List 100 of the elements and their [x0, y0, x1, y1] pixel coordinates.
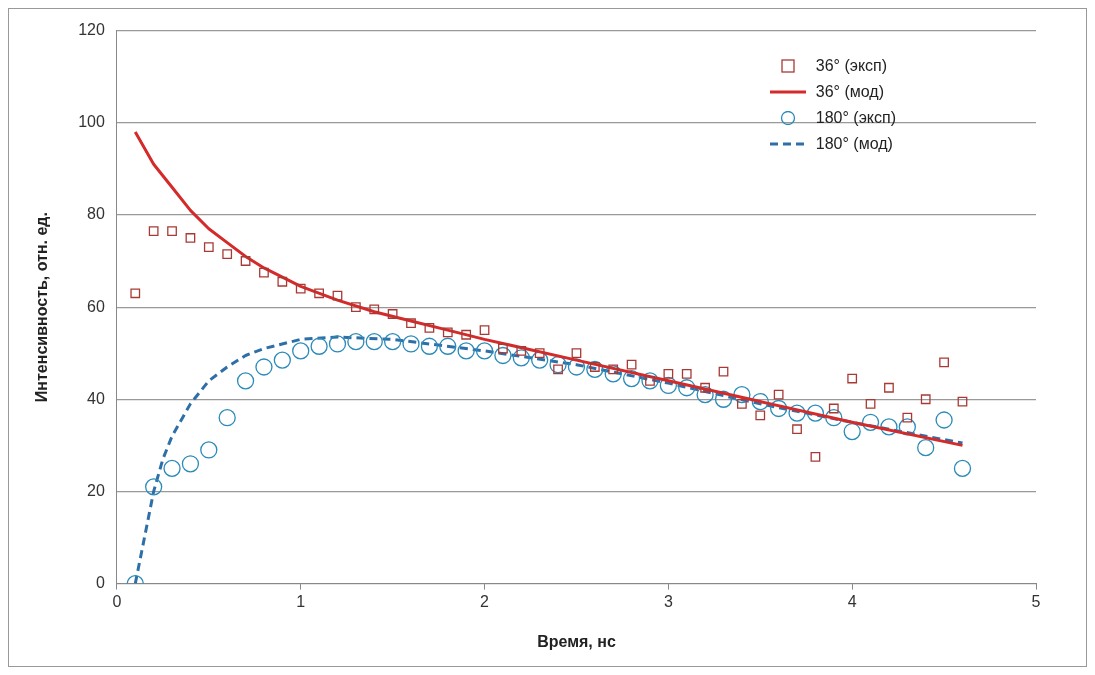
point — [240, 256, 251, 266]
point — [442, 327, 453, 338]
point — [567, 358, 586, 376]
point — [935, 411, 953, 429]
point — [884, 382, 894, 393]
y-axis-title: Интенсивность, отн. ед. — [33, 212, 51, 403]
point — [130, 288, 141, 299]
x-tick-label: 0 — [112, 592, 122, 610]
x-tick-label: 2 — [480, 592, 490, 610]
point — [920, 394, 931, 405]
point — [549, 356, 567, 374]
point — [604, 365, 622, 383]
x-tick-label: 4 — [847, 592, 857, 610]
point — [880, 418, 898, 436]
x-tick-label: 1 — [296, 592, 306, 610]
point — [512, 349, 530, 367]
x-axis-title: Время, нс — [537, 632, 616, 650]
x-tick-label: 5 — [1031, 592, 1041, 610]
point — [843, 422, 861, 441]
point — [622, 369, 641, 388]
point — [828, 403, 839, 414]
point — [755, 410, 766, 421]
point — [148, 226, 159, 236]
point — [898, 418, 916, 436]
y-tick-label: 20 — [87, 481, 105, 499]
point — [314, 288, 324, 299]
point — [369, 304, 380, 315]
y-tick-label: 80 — [87, 205, 105, 223]
point — [185, 233, 196, 243]
point — [167, 226, 177, 236]
point — [939, 357, 949, 368]
point — [957, 396, 968, 407]
point — [424, 322, 435, 333]
point — [718, 366, 729, 377]
point — [792, 424, 802, 435]
legend-label: 180° (мод) — [815, 134, 893, 154]
point — [681, 369, 692, 379]
point — [365, 333, 383, 351]
point — [626, 359, 637, 370]
point — [332, 290, 343, 301]
point — [641, 372, 659, 390]
point — [347, 333, 365, 351]
point — [145, 478, 163, 496]
y-tick-label: 120 — [78, 21, 105, 39]
point — [273, 351, 291, 369]
point — [406, 318, 416, 329]
point — [733, 386, 751, 404]
x-tick-label: 3 — [663, 592, 673, 610]
point — [736, 398, 747, 409]
point — [751, 392, 769, 411]
point — [788, 404, 806, 422]
point — [457, 342, 475, 360]
point — [773, 389, 784, 400]
point — [498, 343, 508, 354]
point — [534, 348, 545, 359]
point — [953, 459, 972, 478]
point — [696, 386, 714, 404]
point — [700, 382, 711, 393]
legend-label: 180° (эксп) — [815, 108, 896, 128]
point — [847, 373, 858, 384]
y-tick-label: 40 — [87, 389, 105, 407]
point — [861, 413, 880, 431]
point — [181, 455, 200, 473]
point — [295, 283, 306, 294]
point — [825, 409, 843, 427]
point — [383, 333, 402, 351]
point — [494, 346, 512, 365]
point — [420, 337, 439, 355]
point — [461, 329, 472, 340]
point — [678, 379, 696, 397]
y-tick-label: 0 — [95, 574, 105, 592]
point — [277, 276, 288, 287]
point — [236, 372, 255, 390]
point — [255, 358, 273, 376]
point — [200, 441, 218, 459]
point — [659, 376, 678, 395]
point — [439, 337, 457, 355]
point — [328, 335, 347, 353]
point — [714, 390, 733, 408]
point — [350, 302, 361, 312]
point — [259, 267, 269, 278]
point — [663, 369, 674, 379]
point — [586, 360, 604, 378]
y-tick-label: 60 — [87, 297, 105, 315]
point — [516, 345, 527, 356]
point — [387, 309, 398, 319]
point — [218, 409, 236, 427]
point — [402, 335, 420, 353]
point — [222, 249, 233, 259]
point — [203, 242, 214, 253]
y-tick-label: 100 — [78, 113, 105, 131]
point — [902, 412, 913, 423]
point — [163, 459, 181, 478]
point — [475, 342, 494, 360]
point — [865, 398, 876, 409]
point — [310, 337, 328, 355]
point — [810, 451, 821, 462]
point — [292, 342, 310, 360]
legend-label: 36° (мод) — [815, 82, 884, 102]
point — [806, 404, 825, 422]
